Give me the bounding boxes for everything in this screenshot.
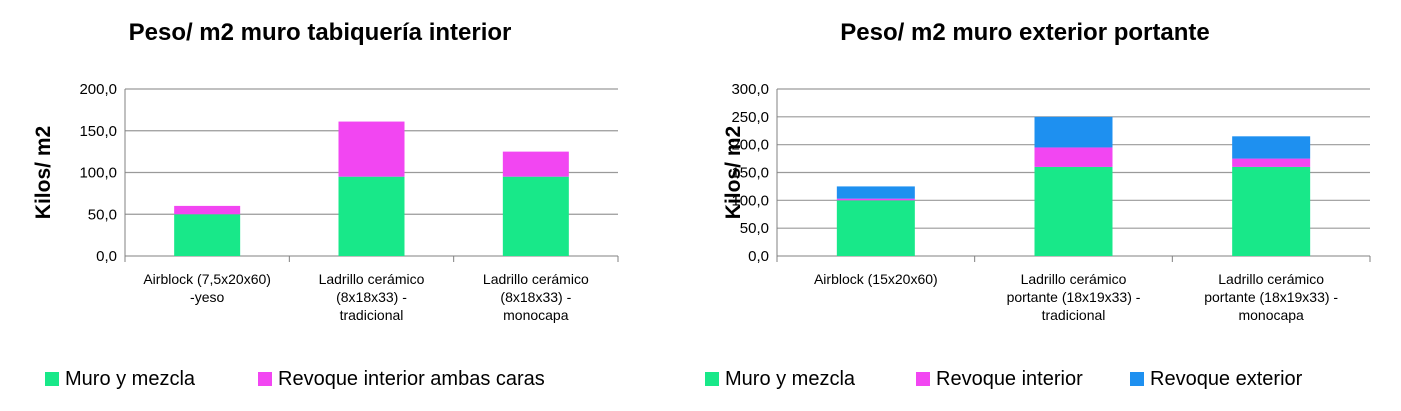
legend-label-1: Muro y mezcla xyxy=(65,368,196,390)
chart-1-svg: Peso/ m2 muro tabiquería interior Kilos/ … xyxy=(32,19,619,390)
y-tick-label: 150,0 xyxy=(79,123,117,140)
x-category-label: portante (18x19x33) - xyxy=(1007,289,1141,305)
x-category-label: Airblock (15x20x60) xyxy=(814,271,938,287)
y-tick-label: 150,0 xyxy=(731,165,769,182)
chart-title: Peso/ m2 muro exterior portante xyxy=(840,19,1209,46)
bar-1-series-2 xyxy=(836,198,915,201)
bar-1-series-1 xyxy=(836,200,915,256)
y-tick-label: 0,0 xyxy=(748,248,769,265)
x-category-label: monocapa xyxy=(1238,307,1304,323)
bar-3-series-1 xyxy=(1232,166,1311,256)
y-tick-label: 250,0 xyxy=(731,109,769,126)
y-tick-label: 50,0 xyxy=(88,206,117,223)
legend-label-2: Revoque interior ambas caras xyxy=(278,368,545,390)
y-tick-label: 100,0 xyxy=(731,192,769,209)
y-axis-label: Kilos/ m2 xyxy=(722,126,745,219)
x-category-label: monocapa xyxy=(503,307,569,323)
bar-3-series-3 xyxy=(1232,136,1311,159)
x-category-label: tradicional xyxy=(1042,307,1106,323)
bar-1-series-2 xyxy=(174,205,241,215)
chart-2-svg: Peso/ m2 muro exterior portante Kilos/ m2… xyxy=(705,19,1371,390)
bar-2-series-1 xyxy=(338,176,405,256)
bar-2-series-2 xyxy=(1034,147,1113,167)
x-category-label: Ladrillo cerámico xyxy=(483,271,589,287)
legend-swatch-2 xyxy=(916,372,930,386)
x-category-label: Airblock (7,5x20x60) xyxy=(143,271,271,287)
legend-swatch-1 xyxy=(705,372,719,386)
bar-3-series-2 xyxy=(1232,158,1311,167)
legend-label-2: Revoque interior xyxy=(936,368,1083,390)
legend-label-3: Revoque exterior xyxy=(1150,368,1303,390)
legend-swatch-1 xyxy=(45,372,59,386)
y-tick-label: 200,0 xyxy=(79,81,117,98)
x-category-label: Ladrillo cerámico xyxy=(319,271,425,287)
y-tick-label: 50,0 xyxy=(740,220,769,237)
chart-peso-tabiqueria-interior: Peso/ m2 muro tabiquería interior Kilos/ … xyxy=(0,0,680,411)
bar-1-series-1 xyxy=(174,214,241,256)
y-axis-label: Kilos/ m2 xyxy=(32,126,55,219)
y-tick-label: 0,0 xyxy=(96,248,117,265)
bar-2-series-2 xyxy=(338,121,405,177)
chart-title: Peso/ m2 muro tabiquería interior xyxy=(129,19,512,46)
y-tick-label: 200,0 xyxy=(731,137,769,154)
legend-swatch-3 xyxy=(1130,372,1144,386)
x-category-label: tradicional xyxy=(340,307,404,323)
y-tick-label: 300,0 xyxy=(731,81,769,98)
x-category-label: portante (18x19x33) - xyxy=(1204,289,1338,305)
x-category-label: -yeso xyxy=(190,289,224,305)
x-category-label: (8x18x33) - xyxy=(500,289,571,305)
x-category-label: (8x18x33) - xyxy=(336,289,407,305)
bar-3-series-2 xyxy=(502,151,569,177)
legend-swatch-2 xyxy=(258,372,272,386)
bar-3-series-1 xyxy=(502,176,569,256)
chart-peso-muro-exterior-portante: Peso/ m2 muro exterior portante Kilos/ m2… xyxy=(690,0,1401,411)
bar-2-series-1 xyxy=(1034,166,1113,256)
x-category-label: Ladrillo cerámico xyxy=(1218,271,1324,287)
bar-2-series-3 xyxy=(1034,116,1113,148)
legend-label-1: Muro y mezcla xyxy=(725,368,856,390)
y-tick-label: 100,0 xyxy=(79,165,117,182)
x-category-label: Ladrillo cerámico xyxy=(1021,271,1127,287)
bar-1-series-3 xyxy=(836,186,915,199)
